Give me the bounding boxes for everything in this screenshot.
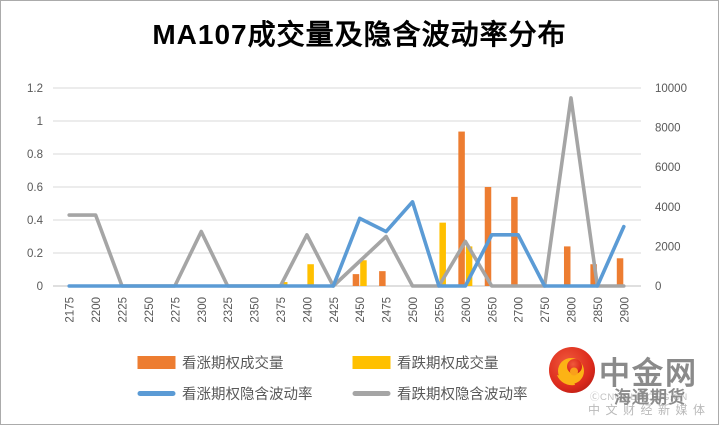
x-axis-tick: 2700 (514, 297, 526, 323)
bar (563, 246, 571, 286)
bar-series-看跌期权成交量 (280, 222, 473, 286)
bar (280, 282, 288, 286)
bar (439, 222, 446, 286)
bar (616, 258, 624, 286)
bar (360, 260, 367, 286)
x-axis-tick: 2900 (619, 297, 631, 323)
bar (352, 274, 360, 286)
put-iv-swatch-icon (352, 391, 390, 396)
x-axis-tick: 2350 (250, 297, 262, 323)
bar (590, 264, 597, 286)
legend-item-put-iv: 看跌期权隐含波动率 (352, 383, 582, 404)
x-axis-tick: 2325 (223, 297, 235, 323)
x-axis-tick: 2425 (329, 297, 341, 323)
legend-label-call-volume: 看涨期权成交量 (182, 356, 284, 372)
x-axis-tick: 2600 (461, 297, 473, 323)
left-axis-tick: 1.2 (27, 83, 43, 95)
legend-item-call-iv: 看涨期权隐含波动率 (137, 383, 352, 404)
x-axis: 2175 2200 2225 2250 2275 2300 2325 2350 2375 2400… (65, 297, 632, 323)
x-axis-tick: 2650 (487, 297, 499, 323)
right-axis-tick: 2000 (655, 241, 681, 253)
put-volume-swatch-icon (352, 356, 390, 369)
line-series-看跌期权隐含波动率 (67, 96, 626, 288)
right-axis-tick: 8000 (655, 123, 681, 135)
bar (484, 187, 492, 286)
bar-series-看涨期权成交量 (352, 131, 624, 286)
legend-label-call-iv: 看涨期权隐含波动率 (182, 387, 313, 403)
call-iv-swatch-icon (137, 391, 175, 396)
x-axis-tick: 2800 (566, 297, 578, 323)
legend-item-call-volume: 看涨期权成交量 (137, 352, 352, 373)
x-axis-tick: 2500 (408, 297, 420, 323)
legend-item-put-volume: 看跌期权成交量 (352, 352, 582, 373)
bar (458, 131, 465, 286)
legend-label-put-iv: 看跌期权隐含波动率 (397, 387, 528, 403)
right-axis-tick: 10000 (655, 83, 687, 95)
left-axis-tick: 0.4 (27, 215, 44, 227)
bar (307, 264, 314, 286)
right-axis: 0 2000 4000 6000 8000 10000 (655, 83, 687, 293)
call-volume-swatch-icon (137, 356, 175, 369)
right-axis-tick: 0 (655, 281, 661, 293)
gridlines (53, 87, 641, 287)
left-axis-tick: 0 (37, 281, 43, 293)
legend-label-put-volume: 看跌期权成交量 (397, 356, 499, 372)
chart-legend: 看涨期权成交量 看跌期权成交量 看涨期权隐含波动率 看跌期权隐含波动率 (137, 352, 582, 404)
x-axis-tick: 2400 (302, 297, 314, 323)
x-axis-tick: 2450 (355, 297, 367, 323)
left-axis-tick: 0.8 (27, 149, 43, 161)
x-axis-tick: 2375 (276, 297, 288, 323)
left-axis-tick: 0.2 (27, 248, 43, 260)
x-axis-tick: 2225 (118, 297, 130, 323)
x-axis-tick: 2550 (434, 297, 446, 323)
x-axis-tick: 2750 (540, 297, 552, 323)
x-axis-tick: 2475 (382, 297, 394, 323)
left-axis-tick: 0.6 (27, 182, 43, 194)
left-axis: 0 0.2 0.4 0.6 0.8 1 1.2 (27, 83, 44, 293)
chart-title: MA107成交量及隐含波动率分布 (152, 19, 567, 50)
x-axis-tick: 2850 (593, 297, 605, 323)
bar (379, 271, 386, 286)
right-axis-tick: 4000 (655, 202, 681, 214)
bar (465, 246, 473, 286)
line-series-看涨期权隐含波动率 (67, 200, 626, 288)
right-axis-tick: 6000 (655, 162, 681, 174)
left-axis-tick: 1 (37, 116, 43, 128)
x-axis-tick: 2275 (170, 297, 182, 323)
x-axis-tick: 2200 (91, 297, 103, 323)
x-axis-tick: 2300 (197, 297, 209, 323)
x-axis-tick: 2175 (65, 297, 77, 323)
bar (511, 196, 518, 286)
x-axis-tick: 2250 (144, 297, 156, 323)
